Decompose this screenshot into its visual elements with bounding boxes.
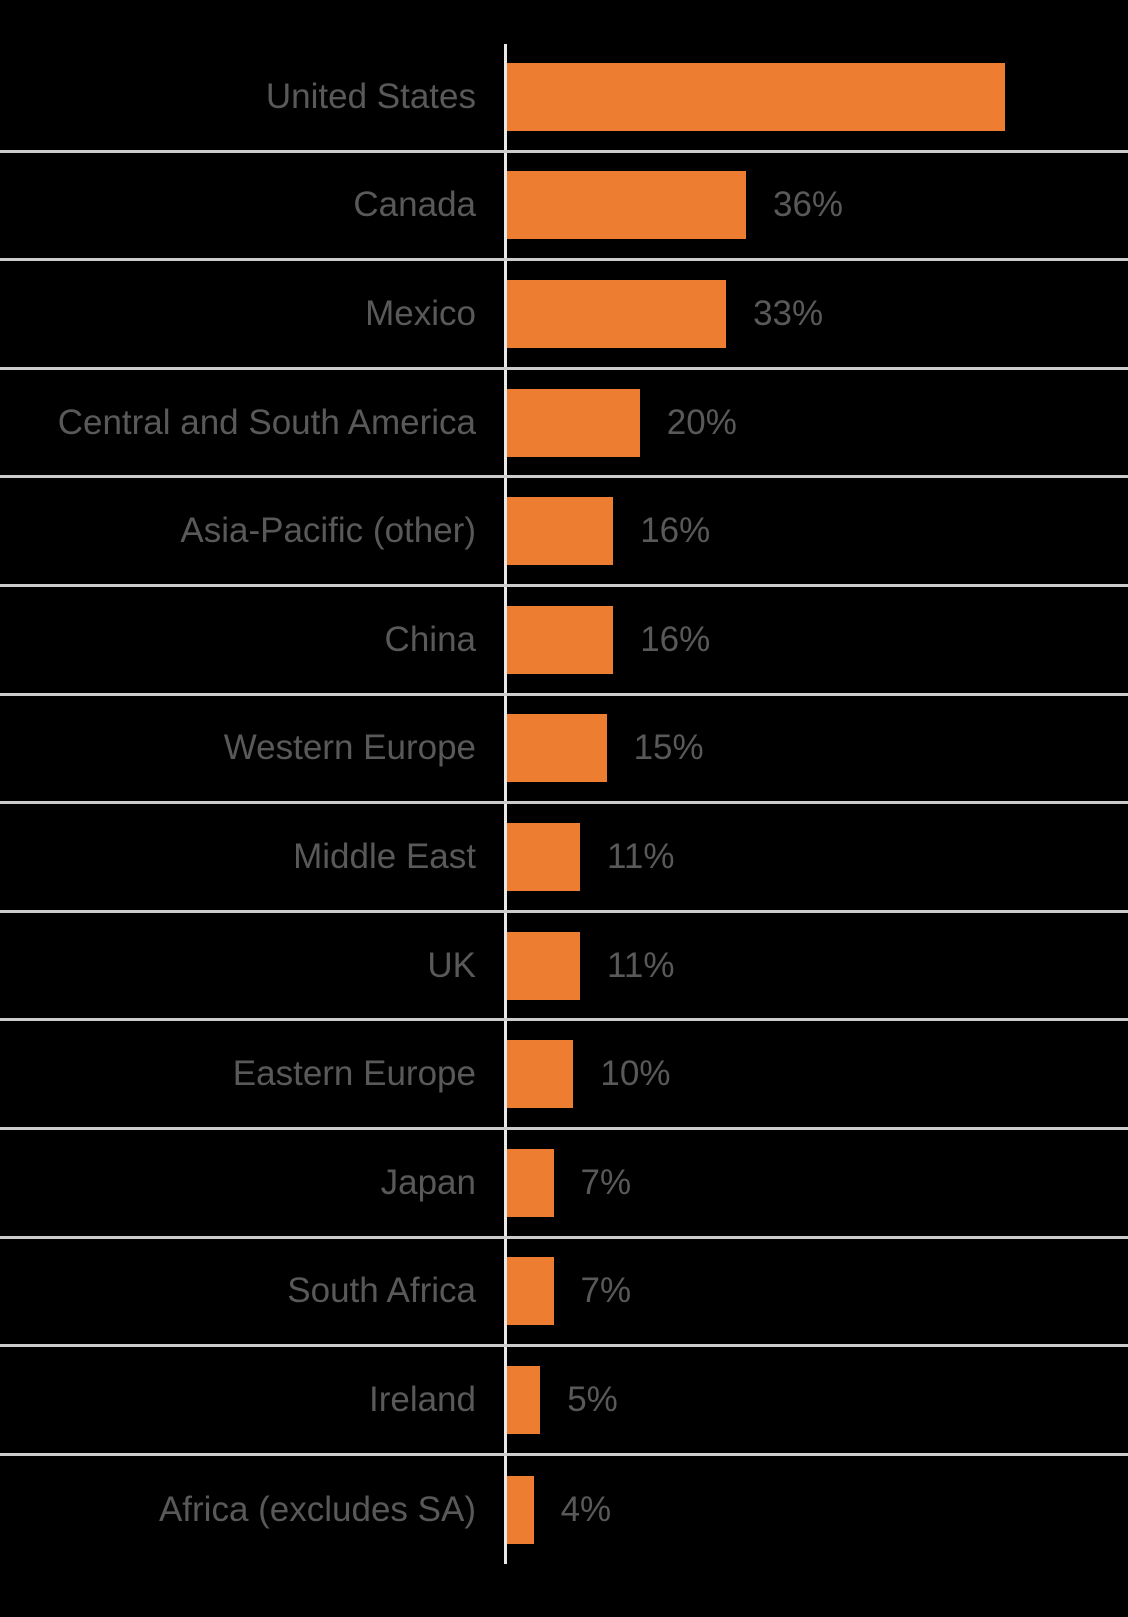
bar — [507, 388, 640, 457]
chart-row: UK 11% — [0, 913, 1128, 1022]
value-label: 33% — [753, 293, 824, 333]
chart-row: Western Europe 15% — [0, 696, 1128, 805]
bar-zone: 33% — [504, 261, 1128, 367]
value-label: 16% — [640, 619, 711, 659]
bar — [507, 931, 580, 1000]
bar — [507, 62, 1005, 131]
value-label: 7% — [580, 1162, 632, 1202]
category-label: Canada — [353, 185, 476, 225]
category-label: Ireland — [368, 1379, 476, 1419]
category-label: United States — [265, 76, 476, 116]
bar — [507, 497, 614, 566]
bar — [507, 1257, 554, 1326]
chart-row: Middle East 11% — [0, 804, 1128, 913]
value-label: 11% — [607, 945, 675, 985]
chart-row: Asia-Pacific (other) 16% — [0, 478, 1128, 587]
bar — [507, 171, 746, 240]
value-label: 36% — [773, 185, 844, 225]
category-label: Middle East — [293, 836, 476, 876]
bar-zone: 11% — [504, 913, 1128, 1019]
bar-zone: 7% — [504, 1130, 1128, 1236]
chart-row: Central and South America 20% — [0, 370, 1128, 479]
category-label: Central and South America — [57, 402, 476, 442]
bar — [507, 279, 727, 348]
bar — [507, 605, 614, 674]
chart-rows: United States Canada 36% Mexico 33% Central a… — [0, 44, 1128, 1564]
value-label: 4% — [560, 1490, 612, 1530]
bar-zone: 4% — [504, 1456, 1128, 1565]
bar-zone: 10% — [504, 1021, 1128, 1127]
category-label: Japan — [380, 1162, 476, 1202]
value-label: 15% — [633, 728, 704, 768]
chart-row: Japan 7% — [0, 1130, 1128, 1239]
category-label: Eastern Europe — [232, 1054, 476, 1094]
chart-row: Eastern Europe 10% — [0, 1021, 1128, 1130]
bar-zone: 11% — [504, 804, 1128, 910]
bar-zone: 16% — [504, 587, 1128, 693]
category-label: South Africa — [287, 1271, 476, 1311]
bar-zone: 20% — [504, 370, 1128, 476]
value-label: 5% — [567, 1379, 618, 1419]
bar-zone: 5% — [504, 1347, 1128, 1453]
bar — [507, 714, 607, 783]
category-label: Western Europe — [223, 728, 476, 768]
chart-row: United States — [0, 44, 1128, 153]
value-label: 20% — [666, 402, 737, 442]
value-label: 10% — [600, 1054, 671, 1094]
bar — [507, 1476, 534, 1545]
category-label: China — [384, 619, 476, 659]
bar-zone: 15% — [504, 696, 1128, 802]
category-label: UK — [427, 945, 476, 985]
bar-zone: 36% — [504, 153, 1128, 259]
bar-zone — [504, 44, 1128, 150]
value-label: 16% — [640, 511, 711, 551]
bar — [507, 1040, 574, 1109]
chart-row: Canada 36% — [0, 153, 1128, 262]
bar — [507, 1148, 554, 1217]
chart-row: South Africa 7% — [0, 1239, 1128, 1348]
bar-zone: 7% — [504, 1239, 1128, 1345]
category-label: Africa (excludes SA) — [158, 1490, 476, 1530]
category-label: Asia-Pacific (other) — [180, 511, 476, 551]
chart-row: Africa (excludes SA) 4% — [0, 1456, 1128, 1565]
category-label: Mexico — [365, 293, 476, 333]
chart-row: Ireland 5% — [0, 1347, 1128, 1456]
bar — [507, 822, 580, 891]
bar — [507, 1365, 541, 1434]
chart-row: Mexico 33% — [0, 261, 1128, 370]
bar-zone: 16% — [504, 478, 1128, 584]
value-label: 7% — [580, 1271, 632, 1311]
chart-row: China 16% — [0, 587, 1128, 696]
value-label: 11% — [607, 836, 675, 876]
